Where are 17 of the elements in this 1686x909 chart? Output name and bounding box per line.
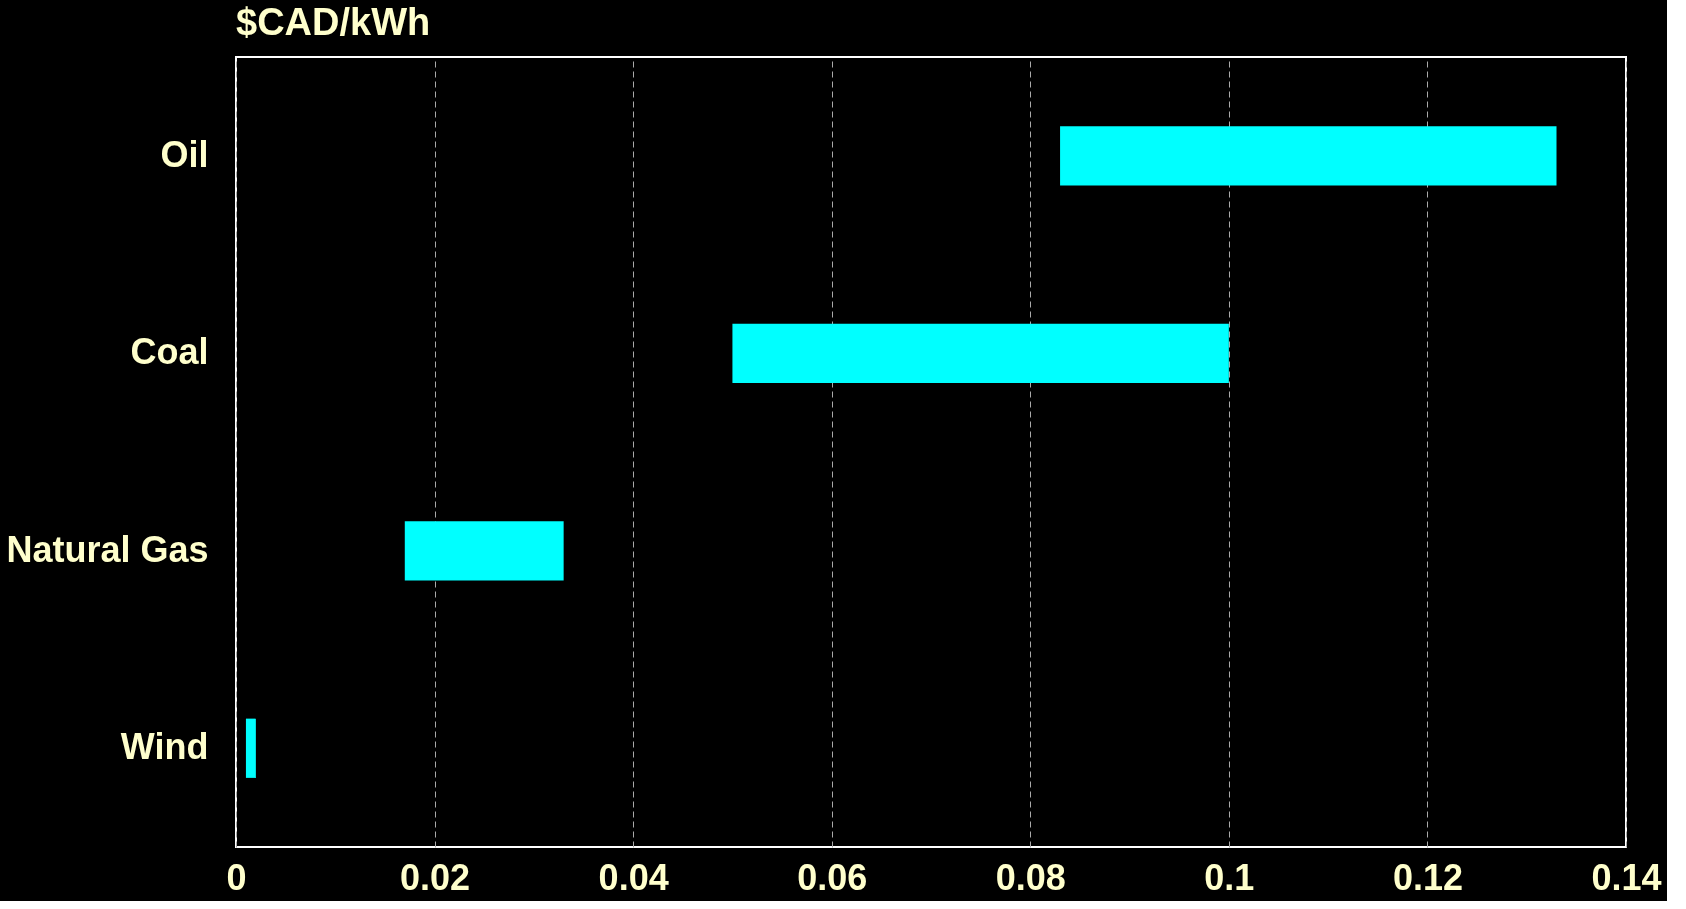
x-tick-label: 0.02: [400, 856, 471, 898]
x-tick-label: 0.04: [598, 856, 669, 898]
y-tick-label: Oil: [160, 133, 209, 175]
x-tick-label: 0.08: [995, 856, 1066, 898]
bar: [1060, 126, 1557, 186]
y-tick-label: Natural Gas: [6, 528, 209, 570]
y-tick-label: Wind: [120, 726, 209, 768]
bar: [732, 323, 1229, 383]
bar: [404, 521, 564, 581]
x-tick-label: 0.12: [1392, 856, 1463, 898]
x-tick-label: 0.1: [1204, 856, 1255, 898]
y-tick-label: Coal: [130, 331, 209, 373]
x-tick-label: 0.06: [797, 856, 868, 898]
chart-title: $CAD/kWh: [236, 1, 431, 43]
bar: [245, 718, 256, 778]
x-tick-label: 0: [226, 856, 247, 898]
x-tick-label: 0.14: [1591, 856, 1662, 898]
